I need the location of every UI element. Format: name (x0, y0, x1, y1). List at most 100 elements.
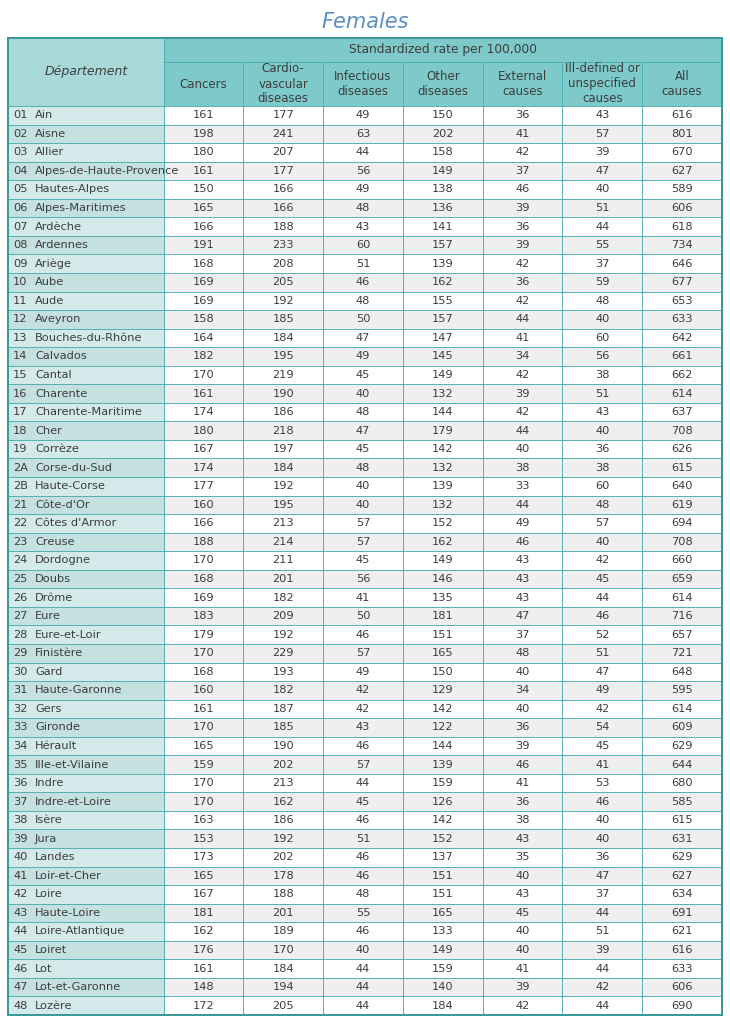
Text: 40: 40 (515, 945, 530, 955)
Bar (323, 255, 403, 272)
Bar (323, 236, 403, 255)
Bar (323, 347, 403, 365)
Text: 21: 21 (13, 499, 28, 510)
Text: 43: 43 (515, 555, 530, 566)
Text: 207: 207 (272, 148, 294, 157)
Text: 39: 39 (13, 834, 28, 844)
Bar (642, 477, 722, 495)
Text: 46: 46 (356, 630, 370, 640)
Text: 46: 46 (515, 537, 530, 547)
Bar (483, 495, 563, 514)
Text: 188: 188 (272, 890, 294, 899)
Bar (323, 904, 403, 923)
Bar (403, 570, 483, 588)
Text: 36: 36 (515, 722, 530, 733)
Text: 161: 161 (193, 964, 215, 973)
Text: 44: 44 (356, 148, 370, 157)
Text: 39: 39 (515, 741, 530, 751)
Text: Cantal: Cantal (35, 370, 72, 380)
Text: 41: 41 (515, 129, 530, 139)
Bar (323, 644, 403, 663)
Bar (164, 328, 243, 347)
Text: 45: 45 (356, 370, 370, 380)
Bar (563, 310, 642, 328)
Text: 186: 186 (272, 407, 294, 417)
Bar (323, 681, 403, 700)
Bar (483, 904, 563, 923)
Bar (563, 644, 642, 663)
Bar (642, 514, 722, 533)
Text: 2A: 2A (13, 462, 28, 473)
Text: 157: 157 (432, 240, 454, 250)
Text: 176: 176 (193, 945, 215, 955)
Text: 219: 219 (272, 370, 294, 380)
Bar (403, 272, 483, 291)
Bar (483, 162, 563, 181)
Bar (164, 199, 243, 218)
Text: 615: 615 (672, 462, 693, 473)
Bar (243, 125, 323, 143)
Bar (563, 495, 642, 514)
Bar (323, 867, 403, 885)
Text: 41: 41 (515, 964, 530, 973)
Text: 619: 619 (672, 499, 693, 510)
Text: 137: 137 (432, 852, 454, 863)
Text: 42: 42 (13, 890, 27, 899)
Bar (642, 997, 722, 1014)
Bar (243, 291, 323, 310)
Bar (164, 143, 243, 162)
Text: 660: 660 (672, 555, 693, 566)
Text: 44: 44 (595, 908, 610, 917)
Text: 677: 677 (672, 278, 693, 287)
Bar (563, 143, 642, 162)
Bar (8, 255, 164, 272)
Bar (642, 421, 722, 440)
Bar (323, 199, 403, 218)
Text: 202: 202 (432, 129, 453, 139)
Text: 129: 129 (432, 685, 453, 696)
Bar (243, 347, 323, 365)
Bar (323, 830, 403, 848)
Text: 614: 614 (672, 592, 693, 603)
Bar (8, 793, 164, 811)
Bar (563, 718, 642, 737)
Text: 33: 33 (13, 722, 28, 733)
Bar (563, 811, 642, 830)
Text: 614: 614 (672, 704, 693, 714)
Text: 39: 39 (515, 203, 530, 213)
Bar (483, 272, 563, 291)
Bar (243, 811, 323, 830)
Bar (403, 328, 483, 347)
Text: 46: 46 (595, 797, 610, 807)
Text: 40: 40 (515, 444, 530, 454)
Text: 40: 40 (595, 537, 610, 547)
Bar (642, 106, 722, 125)
Text: 51: 51 (356, 834, 370, 844)
Bar (243, 162, 323, 181)
Bar (483, 143, 563, 162)
Text: Isère: Isère (35, 815, 63, 826)
Bar (403, 588, 483, 607)
Text: 32: 32 (13, 704, 28, 714)
Bar (563, 347, 642, 365)
Bar (563, 328, 642, 347)
Bar (323, 960, 403, 978)
Text: 180: 180 (193, 148, 215, 157)
Bar (483, 199, 563, 218)
Text: 37: 37 (595, 890, 610, 899)
Text: 56: 56 (595, 352, 610, 361)
Bar (323, 811, 403, 830)
Bar (323, 793, 403, 811)
Text: 631: 631 (672, 834, 693, 844)
Text: Cardio-
vascular
diseases: Cardio- vascular diseases (258, 63, 309, 105)
Bar (8, 644, 164, 663)
Text: 38: 38 (515, 462, 530, 473)
Text: 51: 51 (595, 388, 610, 398)
Bar (483, 774, 563, 793)
Bar (563, 440, 642, 458)
Text: 48: 48 (356, 203, 370, 213)
Text: 47: 47 (595, 667, 610, 677)
Text: 161: 161 (193, 166, 215, 175)
Bar (642, 644, 722, 663)
Text: 132: 132 (432, 499, 453, 510)
